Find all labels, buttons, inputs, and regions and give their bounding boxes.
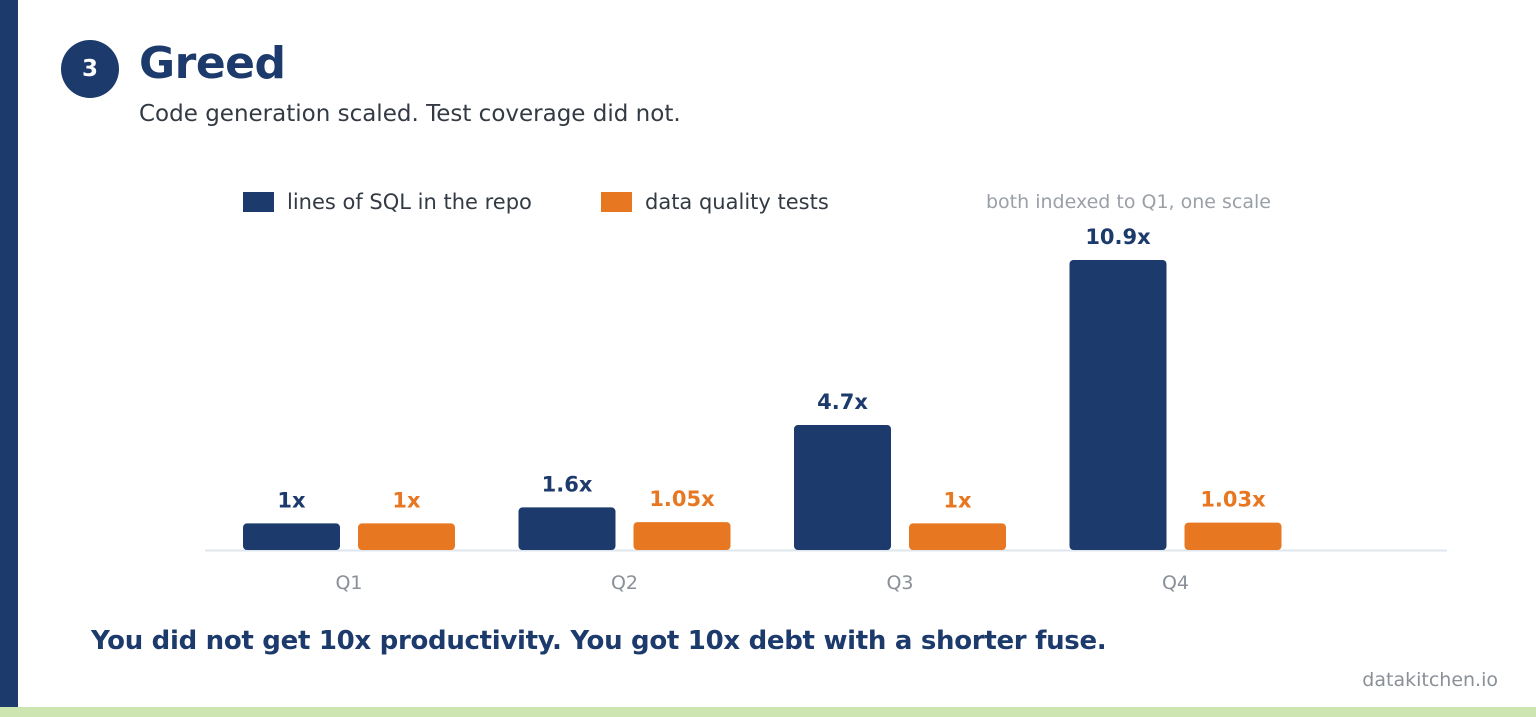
legend-label-sql: lines of SQL in the repo (287, 190, 532, 214)
data-label-tests-q3: 1x (943, 488, 972, 512)
page-title: Greed (139, 38, 286, 89)
data-label-tests-q4: 1.03x (1200, 488, 1266, 512)
legend-swatch-sql (243, 192, 274, 212)
legend-item-sql: lines of SQL in the repo (243, 190, 532, 214)
accent-bar-bottom (0, 707, 1536, 717)
data-label-sql-q3: 4.7x (817, 390, 868, 414)
legend-swatch-tests (601, 192, 632, 212)
data-label-sql-q2: 1.6x (542, 472, 593, 496)
legend-item-tests: data quality tests (601, 190, 829, 214)
x-tick-q4: Q4 (1162, 572, 1189, 594)
data-label-sql-q4: 10.9x (1085, 225, 1151, 249)
site-url: datakitchen.io (1362, 669, 1498, 691)
chart-scale-note: both indexed to Q1, one scale (986, 191, 1271, 213)
x-tick-q3: Q3 (886, 572, 913, 594)
data-label-tests-q2: 1.05x (649, 487, 715, 511)
bar-tests-q2 (633, 522, 731, 550)
data-label-tests-q1: 1x (392, 488, 421, 512)
bar-tests-q4 (1184, 522, 1282, 550)
data-label-sql-q1: 1x (277, 488, 306, 512)
section-number-badge: 3 (61, 40, 119, 98)
bar-tests-q3 (909, 523, 1006, 550)
bar-sql-q2 (518, 507, 616, 550)
page-subtitle: Code generation scaled. Test coverage di… (139, 101, 681, 127)
legend-label-tests: data quality tests (645, 190, 829, 214)
bar-tests-q1 (358, 523, 455, 550)
bar-sql-q4 (1069, 260, 1167, 550)
bar-sql-q1 (243, 523, 340, 550)
x-tick-q2: Q2 (611, 572, 638, 594)
takeaway-message: You did not get 10x productivity. You go… (91, 626, 1107, 656)
bar-sql-q3 (794, 424, 891, 550)
x-tick-q1: Q1 (335, 572, 362, 594)
accent-bar-left (0, 0, 18, 717)
